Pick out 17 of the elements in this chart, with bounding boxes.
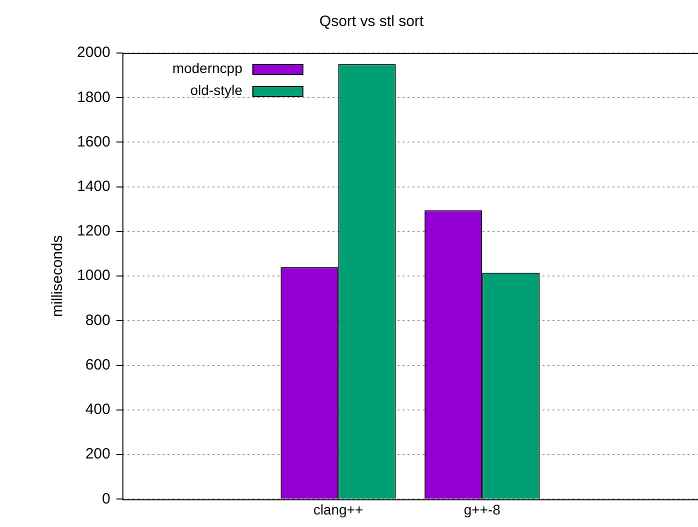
y-tick-label: 0 — [102, 490, 110, 508]
x-tick-label: clang++ — [313, 501, 364, 518]
y-tick-label: 1200 — [76, 222, 110, 240]
y-tick-label: 1400 — [76, 178, 110, 195]
y-tick-label: 600 — [85, 356, 110, 374]
chart-title: Qsort vs stl sort — [319, 13, 424, 30]
legend-label: old-style — [190, 82, 243, 98]
legend-label: moderncpp — [172, 60, 243, 76]
y-tick-label: 200 — [85, 446, 110, 463]
y-tick-label: 1800 — [76, 88, 110, 106]
x-tick-label: g++-8 — [464, 501, 501, 518]
y-axis-title: milliseconds — [49, 235, 66, 317]
y-tick-label: 400 — [85, 401, 110, 418]
y-tick-label: 1000 — [76, 267, 110, 284]
y-tick-label: 800 — [85, 312, 110, 329]
y-tick-label: 1600 — [76, 133, 110, 150]
y-tick-label: 2000 — [76, 44, 110, 62]
